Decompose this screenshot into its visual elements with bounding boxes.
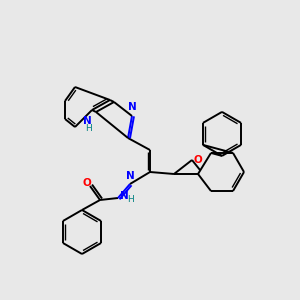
Text: H: H — [85, 124, 92, 133]
Text: N: N — [126, 171, 134, 181]
Text: N: N — [120, 191, 129, 201]
Text: O: O — [194, 155, 203, 165]
Text: H: H — [127, 196, 134, 205]
Text: N: N — [83, 116, 92, 126]
Text: O: O — [82, 178, 91, 188]
Text: N: N — [128, 102, 136, 112]
